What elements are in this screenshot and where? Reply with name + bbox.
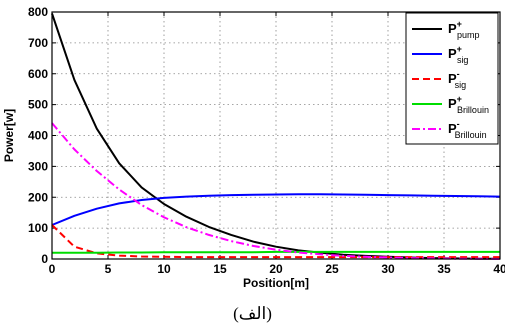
y-tick-label: 700 [28,36,48,50]
legend-label: P-Brillouin [448,119,487,140]
legend: P+ pump P+ sig P-sig P+ Brillouin P-Brillouin [405,12,499,145]
x-tick-label: 20 [269,262,283,276]
legend-label: P+ sig [448,44,468,65]
x-tick-label: 25 [325,262,339,276]
power-vs-position-chart: 0 5 10 15 20 25 30 35 40010020030040050060070080… [2,5,505,290]
x-axis-label: Position[m] [243,276,309,290]
y-tick-label: 800 [28,5,48,19]
y-tick-label: 300 [28,159,48,173]
series-line-p-sig [51,224,500,259]
y-tick-label: 600 [28,67,48,81]
y-axis-label: Power[w] [2,109,16,162]
y-tick-label: 0 [41,252,48,266]
legend-label: P+ Brillouin [448,94,489,115]
series-line-p-pump [51,13,500,260]
y-tick-label: 500 [28,98,48,112]
y-tick-label: 400 [28,129,48,143]
x-tick-label: 35 [437,262,451,276]
x-tick-label: 10 [157,262,171,276]
x-tick-label: 40 [493,262,505,276]
x-tick-label: 5 [105,262,112,276]
figure-caption: (الف) [233,304,272,323]
x-tick-label: 15 [213,262,227,276]
legend-label: P-sig [448,69,466,90]
x-tick-label: 0 [49,262,56,276]
series-line-p-brillouin [52,250,500,254]
series-line-p-brillouin [51,122,501,260]
legend-box [405,12,499,145]
y-tick-label: 200 [28,190,48,204]
series-line-p-sig [51,193,501,226]
y-tick-label: 100 [28,221,48,235]
legend-label: P+ pump [448,19,479,40]
plot-frame [51,11,501,260]
x-tick-label: 30 [381,262,395,276]
